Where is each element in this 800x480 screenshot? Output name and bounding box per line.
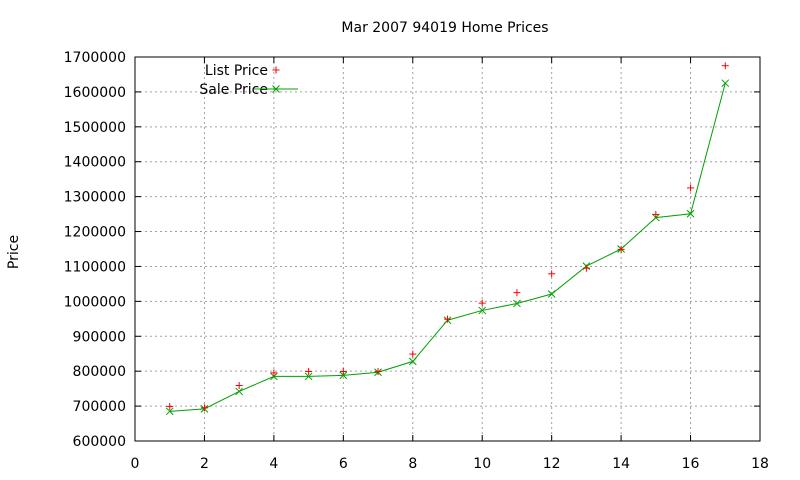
y-tick-label: 600000 bbox=[73, 434, 126, 450]
y-tick-label: 1200000 bbox=[64, 225, 126, 241]
y-tick-label: 900000 bbox=[73, 329, 126, 345]
data-point-list-price bbox=[305, 368, 313, 376]
y-axis-label: Price bbox=[6, 235, 22, 269]
series-sale-price bbox=[165, 79, 730, 416]
y-tick-label: 800000 bbox=[73, 364, 126, 380]
y-tick-label: 1700000 bbox=[64, 50, 126, 66]
data-point-list-price bbox=[270, 369, 278, 377]
data-point-list-price bbox=[513, 289, 521, 297]
x-tick-label: 6 bbox=[339, 456, 348, 472]
x-tick-label: 0 bbox=[131, 456, 140, 472]
y-tick-label: 1100000 bbox=[64, 259, 126, 275]
x-tick-label: 16 bbox=[682, 456, 700, 472]
legend-item-sale-price: Sale Price bbox=[199, 82, 298, 98]
grid bbox=[135, 57, 760, 441]
data-point-sale-price bbox=[547, 290, 556, 298]
data-point-list-price bbox=[409, 350, 417, 358]
data-point-list-price bbox=[721, 62, 729, 70]
series-list-price bbox=[166, 62, 729, 412]
data-point-sale-price bbox=[721, 79, 730, 88]
y-tick-label: 1400000 bbox=[64, 155, 126, 171]
data-point-list-price bbox=[166, 402, 174, 410]
x-tick-label: 2 bbox=[200, 456, 209, 472]
data-point-sale-price bbox=[686, 209, 695, 218]
chart-title: Mar 2007 94019 Home Prices bbox=[341, 20, 548, 36]
plot-frame bbox=[134, 56, 761, 442]
legend: List Price Sale Price bbox=[199, 63, 298, 98]
data-point-sale-price bbox=[235, 387, 244, 396]
data-point-list-price bbox=[687, 184, 695, 192]
data-point-sale-price bbox=[513, 299, 521, 308]
x-tick-label: 12 bbox=[543, 456, 561, 472]
legend-marker-sample bbox=[272, 85, 280, 93]
legend-item-list-price: List Price bbox=[205, 63, 280, 79]
legend-label: List Price bbox=[205, 63, 268, 79]
data-point-list-price bbox=[374, 368, 382, 376]
y-tick-label: 1300000 bbox=[64, 190, 126, 206]
data-point-sale-price bbox=[165, 407, 174, 416]
x-tick-label: 18 bbox=[751, 456, 769, 472]
x-tick-label: 10 bbox=[473, 456, 491, 472]
data-point-list-price bbox=[478, 299, 486, 307]
x-tick-label: 4 bbox=[269, 456, 278, 472]
data-point-list-price bbox=[652, 210, 660, 218]
x-tick-label: 8 bbox=[408, 456, 417, 472]
data-point-list-price bbox=[200, 404, 208, 412]
data-point-list-price bbox=[444, 315, 451, 323]
data-point-sale-price bbox=[408, 357, 417, 366]
data-point-list-price bbox=[548, 270, 556, 278]
series-line-sale-price bbox=[169, 83, 726, 412]
legend-marker-sample bbox=[272, 66, 280, 74]
y-tick-label: 1000000 bbox=[64, 294, 126, 310]
data-point-sale-price bbox=[339, 371, 348, 380]
legend-label: Sale Price bbox=[199, 82, 268, 98]
data-point-sale-price bbox=[478, 306, 487, 315]
data-point-list-price bbox=[235, 381, 243, 389]
data-point-sale-price bbox=[304, 372, 313, 381]
data-point-list-price bbox=[582, 264, 590, 272]
data-point-list-price bbox=[339, 368, 347, 376]
axis-ticks: 0 2 4 6 8 10 12 14 16 18 600000 700000 800000 900000 1… bbox=[64, 50, 769, 472]
y-tick-label: 1500000 bbox=[64, 120, 126, 136]
y-tick-label: 1600000 bbox=[64, 85, 126, 101]
x-tick-label: 14 bbox=[612, 456, 630, 472]
series-layer bbox=[165, 62, 730, 416]
y-tick-label: 700000 bbox=[73, 399, 126, 415]
data-point-list-price bbox=[617, 245, 625, 253]
